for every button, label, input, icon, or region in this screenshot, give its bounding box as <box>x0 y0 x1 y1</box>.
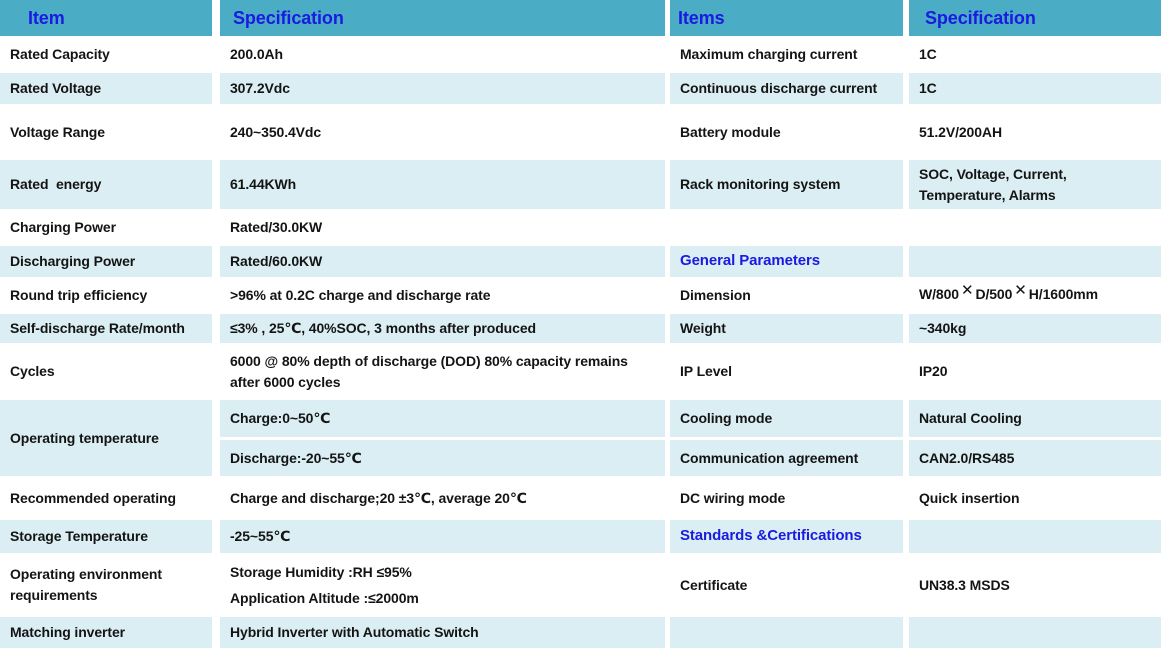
item-cell: Battery module <box>670 107 903 157</box>
item-cell: Rated Capacity <box>0 39 212 70</box>
empty-cell <box>909 520 1161 553</box>
item-cell: DC wiring mode <box>670 479 903 517</box>
item-cell: IP Level <box>670 346 903 397</box>
empty-cell <box>909 212 1161 243</box>
spec-line: Application Altitude :≤2000m <box>230 589 419 606</box>
item-cell: Continuous discharge current <box>670 73 903 104</box>
spec-cell: Storage Humidity :RH ≤95% Application Al… <box>220 556 665 614</box>
empty-cell <box>909 246 1161 277</box>
left-header-item: Item <box>0 0 212 36</box>
item-cell: Communication agreement <box>670 440 903 476</box>
spec-cell: Rated/30.0KW <box>220 212 665 243</box>
item-cell: Self-discharge Rate/month <box>0 314 212 343</box>
item-cell: Discharging Power <box>0 246 212 277</box>
spec-cell-discharge-temp: Discharge:-20~55℃ <box>220 440 665 476</box>
item-cell: Recommended operating <box>0 479 212 517</box>
item-cell-operating-temperature: Operating temperature <box>0 400 212 476</box>
spec-cell: 61.44KWh <box>220 160 665 209</box>
spec-cell: -25~55℃ <box>220 520 665 553</box>
item-cell: Maximum charging current <box>670 39 903 70</box>
section-header-standards-certifications: Standards &Certifications <box>670 520 903 553</box>
right-header-items: Items <box>670 0 903 36</box>
item-cell: Dimension <box>670 280 903 311</box>
spec-cell: Hybrid Inverter with Automatic Switch <box>220 617 665 648</box>
item-cell: Rated Voltage <box>0 73 212 104</box>
spec-cell: 200.0Ah <box>220 39 665 70</box>
empty-cell <box>670 212 903 243</box>
spec-cell: 1C <box>909 39 1161 70</box>
right-header-spec: Specification <box>909 0 1161 36</box>
item-cell: Round trip efficiency <box>0 280 212 311</box>
item-cell: Cooling mode <box>670 400 903 437</box>
item-cell: Matching inverter <box>0 617 212 648</box>
spec-cell: Rated/60.0KW <box>220 246 665 277</box>
spec-cell: UN38.3 MSDS <box>909 556 1161 614</box>
spec-line: Storage Humidity :RH ≤95% <box>230 563 412 580</box>
spec-cell-dimension: W/800 ✕ D/500 ✕ H/1600mm <box>909 280 1161 311</box>
spec-cell: IP20 <box>909 346 1161 397</box>
spec-table-right: Items Specification Maximum charging cur… <box>670 0 1161 648</box>
spec-cell: 51.2V/200AH <box>909 107 1161 157</box>
item-cell: Storage Temperature <box>0 520 212 553</box>
spec-cell: ≤3% , 25℃, 40%SOC, 3 months after produc… <box>220 314 665 343</box>
spec-cell: >96% at 0.2C charge and discharge rate <box>220 280 665 311</box>
item-cell: Certificate <box>670 556 903 614</box>
spec-cell: Quick insertion <box>909 479 1161 517</box>
spec-cell: 240~350.4Vdc <box>220 107 665 157</box>
item-cell: Rated energy <box>0 160 212 209</box>
left-header-spec: Specification <box>220 0 665 36</box>
spec-cell: ~340kg <box>909 314 1161 343</box>
spec-cell: CAN2.0/RS485 <box>909 440 1161 476</box>
spec-table-left: Item Specification Rated Capacity 200.0A… <box>0 0 665 648</box>
section-header-general-parameters: General Parameters <box>670 246 903 277</box>
multiply-symbol: ✕ <box>960 282 974 300</box>
spec-cell: 1C <box>909 73 1161 104</box>
multiply-symbol: ✕ <box>1014 282 1027 300</box>
spec-cell: SOC, Voltage, Current, Temperature, Alar… <box>909 160 1161 209</box>
spec-cell: Charge and discharge;20 ±3℃, average 20℃ <box>220 479 665 517</box>
item-cell: Rack monitoring system <box>670 160 903 209</box>
item-cell: Operating environment requirements <box>0 556 212 614</box>
spec-cell: Natural Cooling <box>909 400 1161 437</box>
dimension-value: W/800 ✕ D/500 ✕ H/1600mm <box>919 282 1099 303</box>
spec-cell: 6000 @ 80% depth of discharge (DOD) 80% … <box>220 346 665 397</box>
item-cell: Voltage Range <box>0 107 212 157</box>
item-cell: Charging Power <box>0 212 212 243</box>
item-cell: Cycles <box>0 346 212 397</box>
empty-cell <box>670 617 903 648</box>
spec-cell: 307.2Vdc <box>220 73 665 104</box>
spec-cell-charge-temp: Charge:0~50℃ <box>220 400 665 437</box>
item-cell: Weight <box>670 314 903 343</box>
empty-cell <box>909 617 1161 648</box>
